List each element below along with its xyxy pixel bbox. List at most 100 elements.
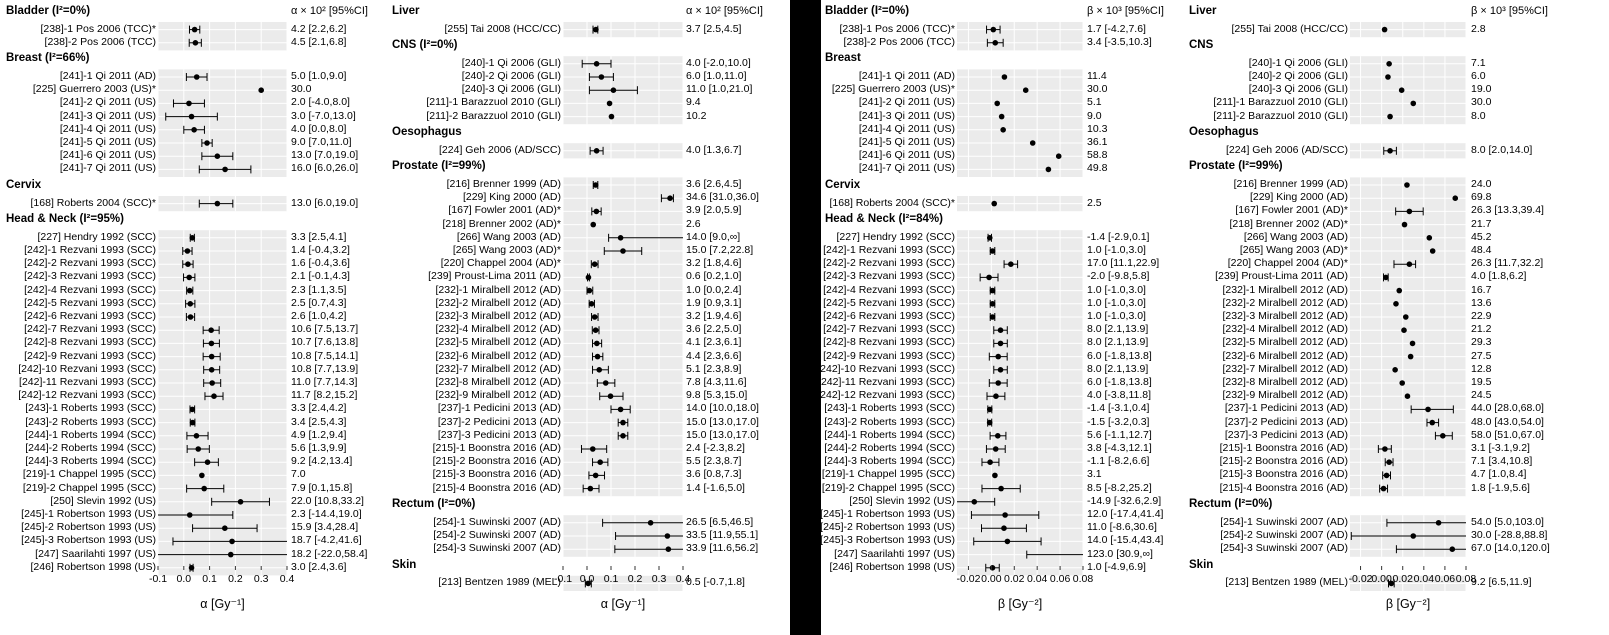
study-label: [232]-9 Miralbell 2012 (AD): [1222, 389, 1348, 402]
study-label: [245]-1 Robertson 1993 (US): [21, 508, 156, 520]
study-label: [215]-1 Boonstra 2016 (AD): [1219, 442, 1348, 454]
estimate-ci-text: 54.0 [5.0,103.0]: [1471, 515, 1544, 528]
point-estimate: [1452, 195, 1459, 201]
point-estimate: [1406, 208, 1413, 215]
section-title: Cervix: [6, 179, 42, 191]
estimate-ci-text: 8.0 [2.1,13.9]: [1087, 323, 1149, 336]
point-estimate: [229, 538, 235, 545]
estimate-ci-text: 30.0: [1471, 96, 1492, 109]
point-estimate: [1001, 525, 1007, 531]
point-estimate: [1409, 340, 1416, 347]
point-estimate: [185, 261, 191, 268]
study-label: [215]-2 Boonstra 2016 (AD): [1219, 455, 1348, 468]
study-label: [242]-1 Rezvani 1993 (SCC): [24, 244, 156, 256]
study-label: [215]-2 Boonstra 2016 (AD): [432, 455, 561, 468]
estimate-ci-text: 9.2 [4.2,13.4]: [291, 455, 353, 468]
study-label: [250] Slevin 1992 (US): [849, 494, 955, 507]
point-estimate: [1440, 433, 1446, 439]
point-estimate: [1386, 459, 1392, 466]
study-label: [218] Brenner 2002 (AD)*: [442, 217, 561, 230]
x-tick-label: -0.1: [148, 573, 168, 585]
point-estimate: [992, 446, 999, 452]
estimate-ci-text: 2.5 [0.7,4.3]: [291, 296, 347, 309]
point-estimate: [237, 499, 244, 505]
study-label: [242]-12 Rezvani 1993 (SCC): [817, 389, 955, 402]
study-label: [232]-8 Miralbell 2012 (AD): [435, 376, 561, 388]
study-label: [232]-2 Miralbell 2012 (AD): [435, 296, 561, 309]
study-label: [232]-3 Miralbell 2012 (AD): [435, 310, 561, 322]
estimate-ci-text: 48.0 [43.0,54.0]: [1471, 415, 1544, 428]
study-label: [232]-4 Miralbell 2012 (AD): [435, 323, 561, 336]
study-label: [232]-1 Miralbell 2012 (AD): [435, 283, 561, 296]
x-tick-label: 0.08: [1455, 573, 1477, 585]
estimate-ci-text: 10.6 [7.5,13.7]: [291, 323, 359, 336]
point-estimate: [591, 261, 598, 268]
point-estimate: [998, 485, 1004, 492]
x-axis-title: α [Gy⁻¹]: [200, 597, 245, 611]
point-estimate: [1404, 393, 1411, 400]
study-label: [219]-1 Chappel 1995 (SCC): [22, 468, 156, 481]
point-estimate: [1396, 287, 1403, 294]
point-estimate: [1435, 520, 1442, 526]
point-estimate: [191, 127, 197, 133]
point-estimate: [617, 235, 624, 241]
estimate-ci-text: 15.0 [7.2,22.8]: [686, 244, 754, 256]
study-label: [242]-12 Rezvani 1993 (SCC): [18, 389, 156, 402]
estimate-ci-text: 9.0 [7.0,11.0]: [291, 136, 352, 148]
point-estimate: [593, 208, 600, 215]
study-label: [232]-8 Miralbell 2012 (AD): [1222, 376, 1348, 388]
estimate-ci-text: 5.6 [1.3,9.9]: [291, 442, 347, 454]
estimate-ci-text: 3.7 [2.5,4.5]: [686, 22, 742, 35]
point-estimate: [995, 353, 1002, 360]
alpha-forest-panel: α × 10² [95%CI] Bladder (I²=0%) [238]-1 Po…: [0, 0, 790, 635]
x-tick-label: 0.04: [1026, 573, 1048, 585]
point-estimate: [1387, 148, 1393, 154]
study-label: [215]-4 Boonstra 2016 (AD): [432, 481, 561, 494]
study-label: [254]-3 Suwinski 2007 (AD): [433, 542, 561, 555]
study-label: [254]-2 Suwinski 2007 (AD): [433, 529, 561, 541]
study-label: [242]-8 Rezvani 1993 (SCC): [823, 336, 955, 349]
point-estimate: [1029, 140, 1036, 146]
column-header: β × 10³ [95%CI]: [1471, 5, 1548, 17]
study-label: [246] Robertson 1998 (US): [829, 560, 956, 573]
point-estimate: [1055, 153, 1062, 159]
estimate-ci-text: 9.2 [6.5,11.9]: [1471, 576, 1532, 589]
study-label: [216] Brenner 1999 (AD): [446, 178, 561, 190]
point-estimate: [987, 459, 993, 466]
estimate-ci-text: 5.1: [1087, 96, 1102, 109]
estimate-ci-text: 4.7 [1.0,8.4]: [1471, 468, 1527, 481]
study-label: [240]-1 Qi 2006 (GLI): [1248, 56, 1348, 69]
point-estimate: [1388, 580, 1395, 587]
study-label: [215]-3 Boonstra 2016 (AD): [432, 468, 561, 481]
section-title: Cervix: [825, 179, 861, 191]
section-title: CNS (I²=0%): [392, 39, 458, 52]
study-label: [243]-2 Roberts 1993 (SCC): [25, 415, 156, 428]
plot-background: [158, 69, 287, 177]
point-estimate: [592, 472, 599, 479]
study-label: [245]-1 Robertson 1993 (US): [820, 508, 955, 520]
estimate-ci-text: 18.2 [-22.0,58.4]: [291, 547, 368, 560]
point-estimate: [195, 446, 202, 452]
estimate-ci-text: 11.4: [1087, 70, 1107, 82]
plot-background: [158, 22, 287, 51]
study-label: [241]-2 Qi 2011 (US): [59, 96, 156, 109]
estimate-ci-text: 26.5 [6.5,46.5]: [686, 515, 754, 528]
x-tick-label: 0.3: [651, 573, 667, 585]
x-tick-label: -0.02: [956, 573, 981, 585]
estimate-ci-text: 9.0: [1087, 109, 1102, 122]
point-estimate: [1383, 472, 1390, 479]
point-estimate: [997, 340, 1004, 347]
estimate-ci-text: 26.3 [11.7,32.2]: [1471, 257, 1544, 270]
estimate-ci-text: 3.1 [-3.1,9.2]: [1471, 442, 1530, 454]
estimate-ci-text: 30.0: [1087, 83, 1108, 96]
point-estimate: [191, 26, 198, 33]
section-title: Breast (I²=66%): [6, 52, 90, 65]
estimate-ci-text: 3.1: [1087, 468, 1102, 481]
estimate-ci-text: 24.0: [1471, 178, 1492, 190]
estimate-ci-text: 21.7: [1471, 217, 1492, 230]
x-tick-label: 0.00: [981, 573, 1002, 585]
point-estimate: [214, 153, 221, 159]
point-estimate: [607, 393, 614, 400]
estimate-ci-text: 14.0 [10.0,18.0]: [686, 402, 759, 415]
section-title: Rectum (I²=0%): [1189, 498, 1273, 511]
